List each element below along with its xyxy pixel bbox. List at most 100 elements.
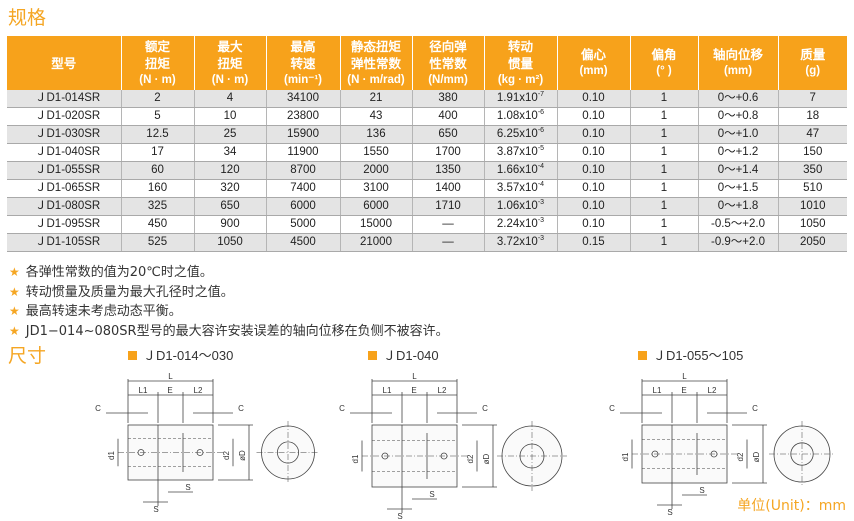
square-bullet-icon xyxy=(368,351,377,360)
note-text: JD1−014~080SR型号的最大容许安装误差的轴向位移在负侧不被容许。 xyxy=(25,323,449,339)
header-line: 型号 xyxy=(51,55,77,71)
cell-value: 5000 xyxy=(290,218,316,230)
drawing-title-text: ＪD1-040 xyxy=(383,348,439,363)
table-row: ＪD1-040SR 17 34 11900 1550 1700 3.87x10-5 0.10 1… xyxy=(7,143,847,162)
cell-rated: 160 xyxy=(121,179,195,198)
cell-axial: 0～+0.8 xyxy=(698,107,779,126)
cell-value: -0.9～+2.0 xyxy=(710,236,766,248)
cell-value: 0～+0.6 xyxy=(717,92,759,104)
header-unit: (g) xyxy=(805,65,821,77)
cell-max: 34 xyxy=(194,143,267,162)
cell-value: 0.15 xyxy=(582,236,605,248)
cell-inertia: 1.66x10-4 xyxy=(484,161,558,180)
cell-value: 60 xyxy=(151,164,164,176)
spec-title: 规格 xyxy=(8,7,47,29)
cell-inertia: 3.87x10-5 xyxy=(484,143,558,162)
star-icon: ★ xyxy=(9,265,20,279)
cell-mass: 2050 xyxy=(778,233,847,252)
coupling-drawing: L L1 E L2 C C S Sd1 d2 øD xyxy=(609,372,835,517)
cell-inertia: 3.72x10-3 xyxy=(484,233,558,252)
table-row: ＪD1-065SR 160 320 7400 3100 1400 3.57x10-4 0.10… xyxy=(7,179,847,198)
cell-value: 21 xyxy=(369,92,383,104)
cell-angle: 1 xyxy=(630,107,699,126)
cell-angle: 1 xyxy=(630,90,699,108)
column-header: 额定 扭矩 (N · m) xyxy=(121,36,195,90)
cell-value: 1550 xyxy=(363,146,389,158)
cell-value: 0.10 xyxy=(582,92,605,104)
cell-inertia: 2.24x10-3 xyxy=(484,215,558,234)
cell-mass: 1010 xyxy=(778,197,847,216)
header-line: 最大 xyxy=(217,38,243,54)
cell-value: 1010 xyxy=(799,200,826,212)
bore-circle xyxy=(276,441,299,464)
cell-value: 8700 xyxy=(290,164,316,176)
cell-value: 21000 xyxy=(360,236,392,248)
cell-ecc: 0.10 xyxy=(557,107,631,126)
cell-axial: 0～+1.0 xyxy=(698,125,779,144)
dimension-label: øD xyxy=(482,453,491,464)
table-row: ＪD1-095SR 450 900 5000 15000 — 2.24x10-3 0.10 1 -… xyxy=(7,215,847,234)
cell-value: 25 xyxy=(223,128,237,140)
cell-value: 1 xyxy=(660,92,668,104)
column-header: 质量 (g) xyxy=(778,36,847,90)
cell-max: 120 xyxy=(194,161,267,180)
cell-ecc: 0.10 xyxy=(557,215,631,234)
cell-static: 6000 xyxy=(340,197,413,216)
header-unit: (min⁻¹) xyxy=(283,73,322,86)
cell-value: 525 xyxy=(147,236,168,248)
exponent: -5 xyxy=(537,145,545,153)
cell-max: 1050 xyxy=(194,233,267,252)
note-text: 转动惯量及质量为最大孔径时之值。 xyxy=(25,284,234,300)
cell-value: 11900 xyxy=(287,146,319,158)
cell-static: 21000 xyxy=(340,233,413,252)
cell-value: 1050 xyxy=(217,236,243,248)
exponent: -3 xyxy=(537,199,545,207)
cell-value: ＪD1-020SR xyxy=(35,110,101,122)
cell-value: 1 xyxy=(660,182,668,194)
cell-value: 2000 xyxy=(363,164,389,176)
star-icon: ★ xyxy=(9,304,20,318)
cell-value: 3100 xyxy=(363,182,389,194)
dimension-label: L xyxy=(412,372,417,381)
drawing-title-text: ＪD1-055～105 xyxy=(653,348,744,363)
cell-max: 10 xyxy=(194,107,267,126)
cell-value: 0～+1.4 xyxy=(717,164,759,176)
cell-angle: 1 xyxy=(630,215,699,234)
square-bullet-icon xyxy=(638,351,647,360)
column-header: 偏心 (mm) xyxy=(557,36,631,90)
cell-value: 0.10 xyxy=(582,164,605,176)
header-line: 惯量 xyxy=(507,55,533,71)
exponent: -6 xyxy=(537,109,545,117)
column-header: 型号 xyxy=(7,36,122,90)
cell-angle: 1 xyxy=(630,233,699,252)
cell-radial: 380 xyxy=(412,90,485,108)
cell-value: 0.10 xyxy=(582,218,605,230)
header-line: 质量 xyxy=(800,47,826,62)
cell-value: 10 xyxy=(223,110,237,122)
screw-hole xyxy=(196,449,204,456)
dimension-label: d2 xyxy=(222,451,231,460)
cell-value: 0.10 xyxy=(582,182,605,194)
cell-radial: 1700 xyxy=(412,143,485,162)
cell-value: 6000 xyxy=(363,200,389,212)
cell-value: 1700 xyxy=(435,146,461,158)
dimension-label: øD xyxy=(238,450,247,461)
header-unit: (kg · m²) xyxy=(497,73,544,86)
cell-value: 0～+1.2 xyxy=(717,146,759,158)
header-line: 转动 xyxy=(507,38,533,54)
column-header: 最大 扭矩 (N · m) xyxy=(194,36,267,90)
exponent: -3 xyxy=(537,217,545,225)
cell-value: 15900 xyxy=(287,128,319,140)
cell-value: 0～+1.8 xyxy=(717,200,759,212)
cell-value: 0.10 xyxy=(582,200,605,212)
column-header: 最高 转速 (min⁻¹) xyxy=(266,36,341,90)
cell-angle: 1 xyxy=(630,197,699,216)
table-row: ＪD1-080SR 325 650 6000 6000 1710 1.06x10-3 0.10… xyxy=(7,197,847,216)
dimension-label: E xyxy=(411,386,416,395)
spec-table: 型号 额定 扭矩 (N · m) 最大 扭矩 (N · m) 最高 转速 (min⁻¹) 静态扭矩弹… xyxy=(7,36,847,252)
note-text: 最高转速未考虑动态平衡。 xyxy=(25,304,182,319)
dimension-label: C xyxy=(752,404,758,413)
dimension-label: S xyxy=(429,490,434,499)
dimension-label: øD xyxy=(752,451,761,462)
cell-speed: 8700 xyxy=(266,161,341,180)
